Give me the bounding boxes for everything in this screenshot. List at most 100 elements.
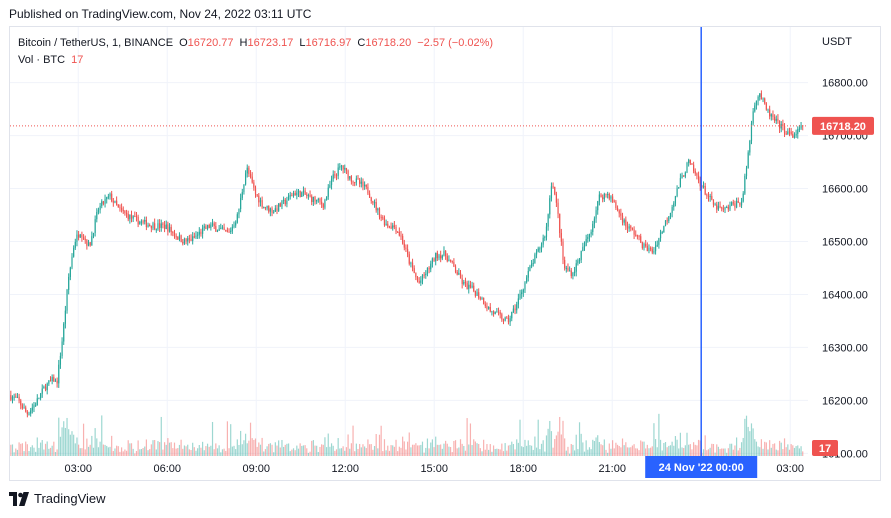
- volume-bar: [459, 439, 462, 456]
- candle-body: [625, 219, 627, 227]
- candle: [797, 126, 799, 139]
- volume-bar: [669, 445, 672, 456]
- volume-bar: [276, 445, 278, 456]
- candle: [545, 222, 548, 241]
- volume-bar: [188, 449, 190, 456]
- candle: [790, 127, 792, 136]
- candle: [302, 186, 305, 197]
- candle: [607, 191, 609, 199]
- candle-body: [352, 181, 354, 183]
- candle: [185, 237, 187, 245]
- volume-bar: [778, 440, 781, 456]
- candle: [180, 234, 182, 243]
- candle-body: [263, 206, 265, 208]
- volume-bar: [592, 439, 594, 456]
- candle-body: [428, 267, 430, 270]
- candle-body: [56, 380, 58, 384]
- candle: [264, 206, 267, 211]
- candle-body: [380, 217, 382, 219]
- candle: [400, 231, 402, 241]
- candle-body: [423, 274, 425, 276]
- volume-bar: [711, 443, 713, 456]
- volume-bar: [635, 448, 637, 456]
- candle: [231, 224, 233, 234]
- candle-body: [722, 208, 724, 210]
- volume-bar: [41, 440, 43, 456]
- candle-body: [180, 235, 182, 243]
- candle: [483, 297, 485, 305]
- candle: [408, 251, 410, 266]
- candle: [458, 268, 460, 276]
- volume-bar: [135, 450, 138, 456]
- volume-bar: [145, 439, 147, 456]
- volume-bar: [438, 444, 440, 456]
- volume-bar: [578, 422, 581, 456]
- candle-body: [795, 133, 797, 136]
- candle-body: [116, 200, 118, 205]
- volume-bar: [142, 448, 144, 456]
- candle-body: [529, 266, 531, 271]
- tradingview-footer[interactable]: TradingView: [9, 491, 106, 506]
- volume-bar: [82, 423, 85, 456]
- candle-body: [120, 208, 123, 210]
- candle-body: [388, 226, 391, 228]
- volume-bar: [274, 442, 276, 456]
- volume-bar: [542, 440, 544, 456]
- volume-bar: [292, 448, 295, 456]
- candle: [375, 198, 377, 213]
- candle: [578, 257, 581, 264]
- volume-bar: [800, 446, 802, 456]
- candle-body: [172, 232, 174, 234]
- volume-bar: [104, 444, 106, 456]
- candle-body: [39, 393, 42, 399]
- candle: [365, 184, 367, 190]
- volume-bar: [557, 431, 559, 456]
- candle: [102, 200, 105, 206]
- volume-bar: [691, 449, 693, 456]
- volume-bar: [403, 441, 405, 456]
- volume-bar: [261, 437, 263, 456]
- volume-bar: [509, 444, 511, 456]
- candle-body: [628, 226, 630, 229]
- candle: [459, 270, 462, 279]
- candle-body: [218, 228, 220, 231]
- volume-bar: [139, 449, 141, 456]
- candle-body: [631, 227, 634, 230]
- volume-bar: [388, 450, 391, 456]
- candle: [387, 221, 389, 229]
- candle: [496, 308, 498, 313]
- volume-bar: [334, 450, 336, 456]
- volume-bar: [654, 439, 657, 456]
- volume-bar: [263, 451, 265, 456]
- candle-body: [213, 223, 215, 227]
- candle-body: [135, 216, 138, 218]
- volume-bar: [48, 448, 50, 456]
- volume-bar: [668, 445, 670, 456]
- candle: [287, 193, 290, 201]
- volume-bar: [492, 445, 495, 456]
- candle-body: [463, 281, 465, 284]
- volume-bar: [284, 444, 286, 456]
- candle-body: [534, 254, 536, 263]
- candle-body: [337, 167, 339, 176]
- candle-body: [92, 232, 95, 237]
- volume-bar: [707, 449, 710, 456]
- volume-bar: [607, 452, 609, 456]
- volume-bar: [390, 445, 392, 456]
- candle: [167, 221, 169, 236]
- candle: [211, 218, 214, 227]
- volume-bar: [340, 448, 343, 456]
- candle: [238, 208, 240, 219]
- candle-body: [443, 251, 445, 256]
- candle: [405, 244, 407, 253]
- volume-bar: [367, 439, 369, 456]
- volume-bar: [767, 449, 769, 456]
- candle: [747, 150, 749, 169]
- chart-frame[interactable]: [9, 26, 881, 481]
- volume-bar: [235, 449, 237, 456]
- candle: [691, 163, 693, 165]
- candle: [39, 392, 42, 401]
- candle-body: [468, 284, 470, 290]
- candle-body: [407, 249, 409, 255]
